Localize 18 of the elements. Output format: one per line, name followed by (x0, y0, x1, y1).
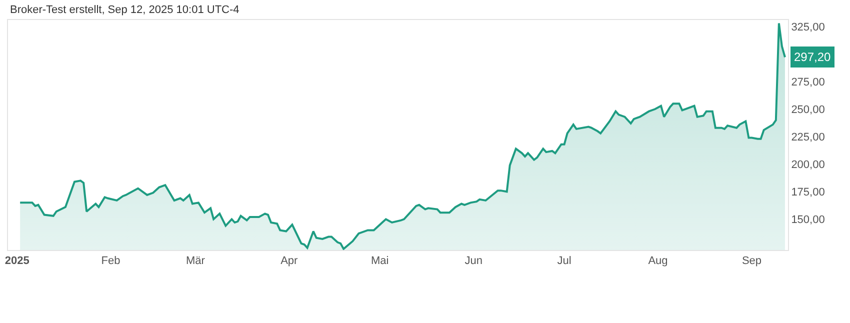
chart-title: Broker-Test erstellt, Sep 12, 2025 10:01 UTC-4 (10, 4, 240, 16)
y-tick-label: 200,00 (791, 159, 825, 172)
x-tick-label: 2025 (4, 255, 30, 268)
x-tick-label: Mai (370, 255, 389, 268)
x-tick-label: Sep (742, 255, 762, 268)
y-tick-label: 250,00 (791, 104, 825, 116)
y-tick-label: 325,00 (791, 21, 825, 34)
x-tick-label: Mär (186, 255, 206, 268)
y-tick-label: 225,00 (791, 132, 825, 144)
x-tick-label: Aug (648, 255, 668, 268)
y-tick-label: 150,00 (791, 214, 825, 226)
x-tick-label: Jul (557, 255, 572, 268)
y-tick-label: 275,00 (791, 76, 825, 88)
annotation: 297,20 (794, 50, 832, 64)
x-tick-label: Jun (464, 255, 482, 268)
x-tick-label: Apr (280, 255, 298, 268)
y-tick-label: 175,00 (791, 186, 825, 199)
x-tick-label: Feb (101, 255, 120, 268)
